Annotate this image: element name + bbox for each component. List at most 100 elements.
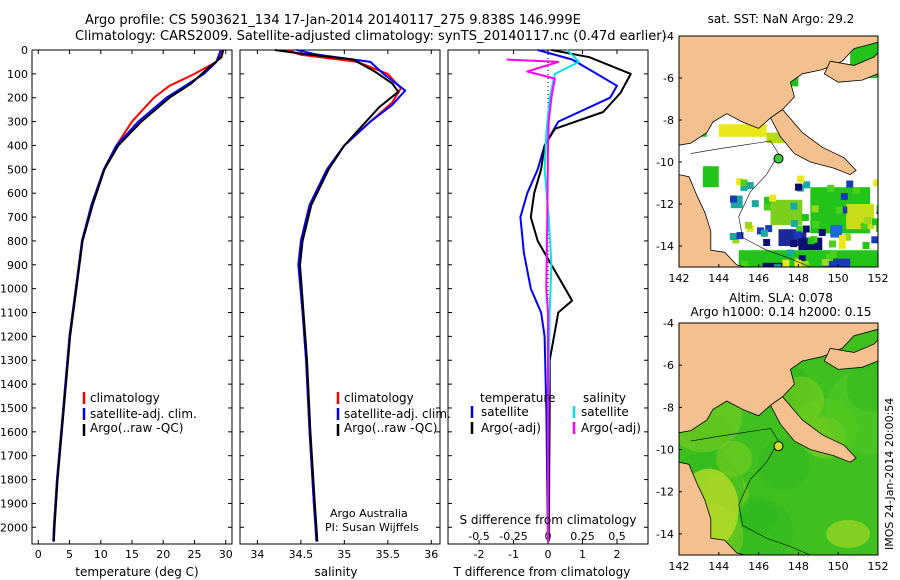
lat-tick-label: -14 [656, 240, 674, 253]
sst-cell [766, 132, 791, 144]
y-tick-label: 1800 [0, 474, 28, 487]
x-tick-label: 25 [188, 548, 202, 561]
x-tick-label: -1 [508, 548, 519, 561]
series-line-climatology [287, 49, 402, 542]
plot-frame [239, 49, 441, 545]
sst-cell [790, 202, 798, 210]
sst-cell [840, 193, 848, 201]
x-tick-label: 1 [579, 548, 586, 561]
imos-timestamp-label: IMOS 24-Jan-2014 20:00:54 [883, 398, 896, 550]
sst-cell [782, 259, 790, 267]
s-tick-label: -0.5 [468, 530, 489, 543]
sst-map: 142 144 146 148 150 152 -4 -6 -8 -10 -12 -14 [656, 30, 888, 285]
y-tick-label: 400 [7, 139, 28, 152]
s-tick-label: 0.5 [608, 530, 626, 543]
sst-cell [876, 204, 878, 212]
sst-cell [826, 259, 834, 267]
sst-map-title: sat. SST: NaN Argo: 29.2 [708, 12, 855, 26]
sst-cell [844, 233, 852, 241]
sst-cell [790, 240, 798, 248]
legend-title-salinity: salinity [583, 391, 626, 405]
bathymetry-contour [690, 428, 811, 555]
lat-tick-label: -12 [656, 486, 674, 499]
lon-tick-label: 152 [868, 560, 889, 573]
lon-tick-label: 150 [828, 272, 849, 285]
map-frame [678, 322, 879, 556]
legend-label-argo: Argo(..raw -QC) [90, 421, 183, 435]
series-line-s-argo-adj- [506, 58, 560, 542]
x-tick-label: 0 [35, 548, 42, 561]
sst-cell [839, 235, 847, 243]
sst-cell [786, 249, 794, 257]
sst-cell [827, 184, 835, 192]
legend-label-t-satellite: satellite [481, 405, 529, 419]
legend-label-satellite: satellite-adj. clim. [344, 407, 451, 421]
legend-label-argo: Argo(..raw -QC) [344, 421, 437, 435]
series-line-t-satellite [519, 49, 618, 542]
y-tick-label: 900 [7, 259, 28, 272]
lat-tick-label: -10 [656, 444, 674, 457]
sst-cell [860, 222, 868, 230]
sst-cell [852, 187, 860, 195]
lat-tick-label: -6 [663, 359, 674, 372]
sst-cell [764, 196, 772, 204]
sst-cell [807, 237, 815, 245]
difference-panel: -2 -1 0 1 2-0.5 -0.25 0 0.25 0.5 [447, 49, 649, 561]
argo-australia-label: Argo Australia [330, 507, 408, 520]
temperature-xlabel: temperature (deg C) [75, 565, 198, 579]
sst-cell [838, 241, 846, 249]
map-content [679, 323, 878, 555]
y-tick-label: 1100 [0, 307, 28, 320]
y-tick-label: 200 [7, 92, 28, 105]
bathymetry-contour [690, 140, 811, 267]
y-tick-label: 700 [7, 211, 28, 224]
y-tick-label: 1200 [0, 330, 28, 343]
sst-cell [840, 206, 848, 214]
map-frame [678, 35, 879, 268]
sst-cell [797, 175, 805, 183]
lon-tick-label: 146 [748, 560, 769, 573]
sst-cell [802, 225, 810, 233]
sst-cell [736, 178, 744, 186]
sla-patch [825, 369, 878, 455]
x-tick-label: 30 [219, 548, 233, 561]
lat-tick-label: -14 [656, 528, 674, 541]
y-tick-label: 1400 [0, 378, 28, 391]
s-tick-label: 0.25 [570, 530, 595, 543]
sst-cell [774, 264, 782, 267]
sst-cell [821, 258, 829, 266]
sst-cell [794, 231, 802, 239]
sst-cell [822, 258, 851, 267]
lat-tick-label: -4 [663, 317, 674, 330]
difference-legend: temperature salinity satellite Argo(-adj… [470, 391, 641, 435]
x-tick-label: 0 [545, 548, 552, 561]
sst-cell [846, 180, 854, 188]
sst-cell [730, 195, 738, 203]
sst-cell [769, 194, 777, 202]
land-new-britain [823, 339, 878, 370]
salinity-legend: climatology satellite-adj. clim. Argo(..… [336, 391, 451, 436]
lon-tick-label: 148 [788, 272, 809, 285]
sst-cell [763, 203, 771, 211]
sst-cell [801, 214, 809, 222]
x-tick-label: 2 [613, 548, 620, 561]
legend-label-s-argo: Argo(-adj) [581, 421, 641, 435]
sla-map-title-2: Argo h1000: 0.14 h2000: 0.15 [691, 305, 872, 319]
sst-cell [794, 259, 802, 267]
lon-tick-label: 148 [788, 560, 809, 573]
y-tick-label: 800 [7, 235, 28, 248]
x-tick-label: 34.5 [289, 548, 314, 561]
sla-patch [689, 413, 733, 457]
legend-label-satellite: satellite-adj. clim. [90, 407, 197, 421]
land-papuan-peninsula [769, 396, 857, 463]
sst-cell [741, 260, 749, 267]
difference-xlabel: T difference from climatology [453, 565, 631, 579]
x-tick-label: 36 [424, 548, 438, 561]
lat-tick-label: -4 [663, 30, 674, 43]
land-cape-york [679, 174, 745, 267]
lat-tick-label: -10 [656, 156, 674, 169]
sst-cell [702, 166, 719, 188]
title-line-1: Argo profile: CS 5903621_134 17-Jan-2014… [85, 13, 581, 28]
sst-cell [835, 206, 843, 214]
